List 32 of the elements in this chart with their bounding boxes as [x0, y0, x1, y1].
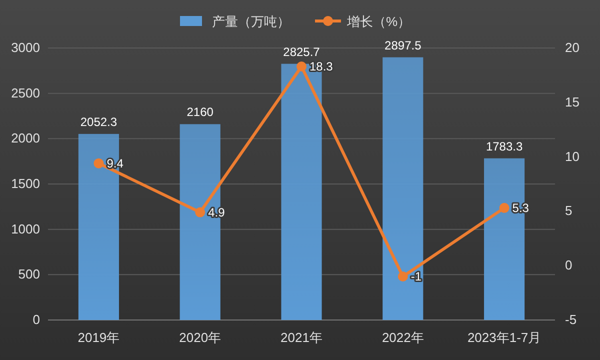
y-tick-label: 2000: [11, 130, 40, 146]
point: [94, 158, 104, 168]
point: [499, 202, 510, 213]
legend-label: 产量（万吨）: [212, 14, 290, 29]
legend-label: 增长（%）: [346, 14, 411, 29]
x-tick-label: 2019年: [78, 330, 120, 345]
y-tick-label: 1000: [11, 221, 40, 236]
point: [296, 61, 306, 72]
y2-tick-label: 20: [565, 40, 580, 55]
y-tick-label: 1500: [11, 176, 40, 191]
bar: [382, 57, 424, 320]
x-tick-label: 2021年: [280, 330, 322, 345]
y2-tick-label: 5: [565, 203, 572, 218]
data-label: 2160: [186, 105, 214, 120]
data-label: 2825.7: [283, 44, 320, 59]
y-tick-label: 500: [18, 266, 40, 282]
y-tick-label: 2500: [11, 85, 40, 100]
x-tick-label: 2020年: [179, 330, 222, 345]
x-tick-label: 2022年: [382, 330, 424, 345]
data-label: 2052.3: [80, 114, 118, 129]
point: [398, 271, 408, 282]
y2-tick-label: 15: [565, 94, 580, 110]
data-label: -1: [410, 269, 422, 284]
y2-tick-label: 10: [565, 148, 580, 164]
y-tick-label: 0: [32, 312, 40, 327]
data-label: 2897.5: [384, 38, 422, 52]
y2-tick-label: 0: [565, 258, 572, 273]
x-tick-label: 2023年1-7月: [467, 330, 542, 345]
point: [195, 207, 206, 218]
y-tick-label: 3000: [11, 40, 40, 55]
data-label: 1783.3: [486, 139, 523, 154]
y2-tick-label: -5: [565, 312, 577, 327]
